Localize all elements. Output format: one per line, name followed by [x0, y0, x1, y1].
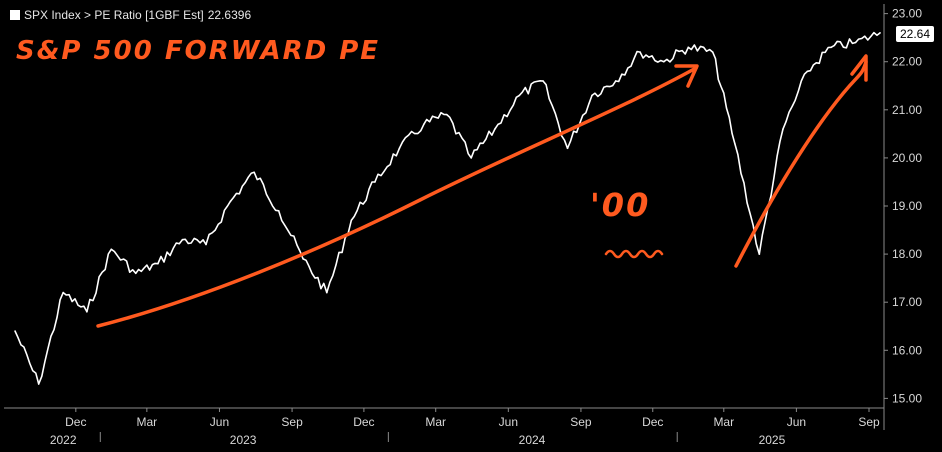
pe-ratio-point [614, 80, 617, 82]
pe-ratio-point [542, 80, 544, 82]
x-axis: Dec Mar Jun Sep Dec Mar Jun Sep Dec Mar Jun Sep 2022… [50, 408, 880, 447]
pe-ratio-point [423, 123, 425, 126]
pe-ratio-point [591, 94, 593, 97]
x-year-label: 2023 [230, 433, 257, 447]
pe-ratio-point [782, 128, 784, 130]
pe-ratio-point [711, 51, 714, 53]
pe-ratio-point [253, 171, 255, 174]
trend-arrow-1 [96, 66, 698, 328]
x-year-label: 2025 [759, 433, 786, 447]
pe-ratio-point [806, 70, 809, 73]
pe-ratio-point [758, 253, 761, 255]
x-tick-label: Sep [858, 415, 880, 429]
pe-ratio-point [566, 147, 569, 150]
x-year-label: 2022 [50, 433, 77, 447]
chart-legend: SPX Index > PE Ratio [1GBF Est] 22.6396 [10, 8, 251, 22]
pe-ratio-point [350, 219, 353, 222]
annotation-layer [96, 54, 868, 328]
pe-ratio-point [181, 238, 184, 241]
last-value-badge: 22.64 [895, 26, 934, 42]
pe-ratio-point [734, 142, 736, 145]
pe-ratio-point [398, 147, 401, 150]
plot-frame [4, 4, 885, 430]
pe-ratio-point [14, 330, 16, 332]
x-tick-label: Dec [65, 415, 86, 429]
trend-arrow-1-head [674, 64, 699, 88]
x-year-label: 2024 [519, 433, 546, 447]
pe-ratio-point [470, 157, 473, 159]
pe-ratio-point [445, 113, 448, 116]
x-tick-label: Sep [281, 415, 303, 429]
legend-value: 22.6396 [207, 8, 252, 22]
x-tick-label: Jun [787, 415, 806, 429]
y-tick-label: 23.00 [892, 7, 922, 21]
pe-ratio-point [110, 248, 113, 251]
x-tick-label: Jun [499, 415, 518, 429]
pe-ratio-point [830, 46, 832, 49]
pe-ratio-point [229, 200, 232, 202]
y-tick-label: 20.00 [892, 151, 922, 165]
pe-ratio-point [639, 51, 641, 53]
legend-swatch [10, 10, 20, 20]
pe-ratio-point [205, 243, 207, 246]
x-tick-label: Mar [137, 415, 158, 429]
pe-ratio-point [325, 291, 328, 294]
pe-ratio-point [374, 181, 376, 183]
pe-ratio-point [37, 383, 40, 385]
pe-ratio-point [687, 46, 690, 49]
handwritten-title: S&P 500 FORWARD PE [16, 36, 381, 66]
pe-ratio-point [494, 128, 496, 130]
pe-ratio-point [86, 311, 88, 313]
pe-ratio-point [62, 291, 64, 294]
y-tick-label: 19.00 [892, 199, 922, 213]
x-tick-label: Dec [353, 415, 374, 429]
y-tick-label: 22.00 [892, 55, 922, 69]
y-tick-label: 15.00 [892, 391, 922, 405]
pe-ratio-series-line [14, 31, 881, 385]
pe-ratio-point [157, 262, 159, 265]
pe-ratio-point [302, 258, 304, 260]
legend-label: SPX Index > PE Ratio [1GBF Est] [24, 8, 204, 22]
squiggle [604, 249, 664, 259]
y-tick-label: 16.00 [892, 343, 922, 357]
x-tick-label: Dec [642, 415, 663, 429]
pe-ratio-point [879, 32, 881, 34]
trend-arrow-2-head [850, 54, 868, 82]
pe-ratio-point [135, 272, 137, 275]
pe-ratio-point [854, 41, 857, 44]
y-tick-label: 21.00 [892, 103, 922, 117]
pe-ratio-point [518, 94, 521, 97]
y-axis: 15.00 16.00 17.00 18.00 19.00 20.00 21.00 22.00… [884, 7, 922, 405]
y-tick-label: 18.00 [892, 247, 922, 261]
x-tick-label: Sep [570, 415, 592, 429]
pe-ratio-point [277, 210, 280, 212]
x-tick-label: Mar [713, 415, 734, 429]
trend-arrow-2 [734, 60, 868, 268]
y-tick-label: 17.00 [892, 295, 922, 309]
series-layer [14, 31, 881, 385]
pe-ratio-point [663, 60, 665, 63]
handwritten-mark: '00 [590, 186, 651, 224]
x-tick-label: Jun [210, 415, 229, 429]
x-tick-label: Mar [425, 415, 446, 429]
